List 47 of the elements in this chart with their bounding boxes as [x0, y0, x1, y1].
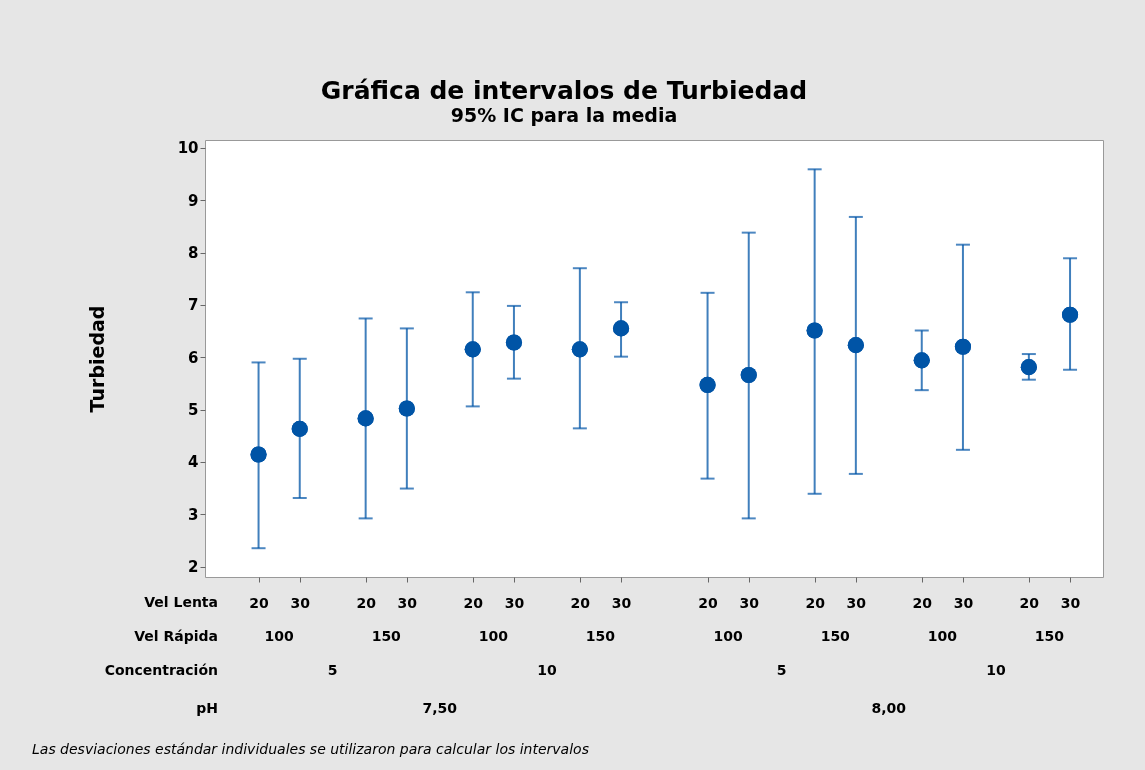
x-tick-label: 30 — [504, 594, 525, 611]
text: 100 — [478, 628, 509, 644]
text: Vel Lenta — [144, 594, 218, 610]
chart-title: Gráfica de intervalos de Turbiedad — [320, 76, 808, 105]
y-tick-label: 5 — [188, 401, 199, 420]
y-tick-label: 3 — [188, 505, 199, 524]
y-axis-title: Turbiedad — [85, 305, 108, 413]
chart-subtitle: 95% IC para la media — [450, 104, 678, 126]
text: 150 — [585, 628, 616, 644]
x-tick-label: 20 — [698, 594, 719, 611]
x-tick-label: 30 — [1060, 594, 1081, 611]
x-tick-label: 20 — [570, 594, 591, 611]
text: 5 — [776, 662, 787, 678]
text: pH — [196, 700, 218, 716]
x-tick-label: 30 — [290, 594, 311, 611]
y-tick-label: 9 — [188, 191, 199, 210]
x-tick-label: 30 — [953, 594, 974, 611]
x-tick-label: 30 — [739, 594, 760, 611]
text: 10 — [986, 662, 1006, 678]
text: Las desviaciones estándar individuales se utilizaron para calcular los intervalos — [32, 741, 589, 757]
text: 100 — [927, 628, 958, 644]
x-tick-label: 20 — [1019, 594, 1040, 611]
text: Concentración — [104, 662, 218, 678]
x-tick-label: 30 — [397, 594, 418, 611]
x-tick-label: 20 — [805, 594, 826, 611]
y-tick-label: 7 — [188, 296, 199, 315]
text: 150 — [1034, 628, 1065, 644]
text: 7,50 — [422, 700, 458, 716]
text: 10 — [537, 662, 557, 678]
x-tick-label: 20 — [912, 594, 933, 611]
text: 150 — [371, 628, 402, 644]
x-tick-label: 30 — [846, 594, 867, 611]
y-tick-label: 2 — [188, 558, 199, 577]
text: 150 — [820, 628, 851, 644]
text: 100 — [264, 628, 295, 644]
y-tick-label: 10 — [177, 139, 199, 158]
text: 100 — [713, 628, 744, 644]
x-tick-label: 30 — [611, 594, 632, 611]
text: 5 — [327, 662, 338, 678]
text: Vel Rápida — [134, 628, 218, 644]
y-tick-label: 6 — [188, 348, 199, 367]
x-tick-label: 20 — [356, 594, 377, 611]
x-tick-label: 20 — [249, 594, 270, 611]
text: 8,00 — [871, 700, 907, 716]
y-tick-label: 4 — [188, 453, 199, 472]
x-tick-label: 20 — [463, 594, 484, 611]
y-tick-label: 8 — [188, 244, 199, 263]
